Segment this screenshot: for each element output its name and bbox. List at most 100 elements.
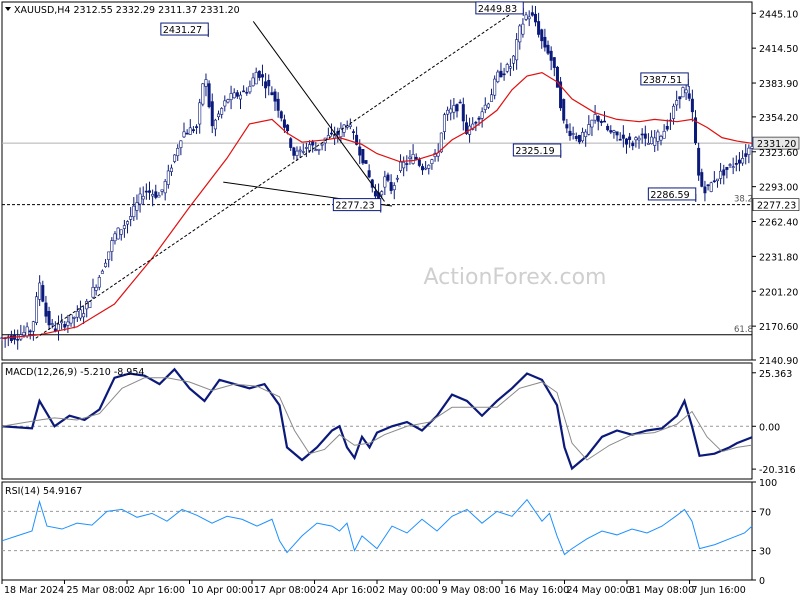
rsi-series-rsi [1, 498, 753, 556]
candle-body [144, 190, 148, 193]
annotation-label: 2325.19 [515, 146, 554, 157]
candle-body [333, 135, 337, 139]
candle-body [245, 91, 249, 94]
candle-body [486, 103, 490, 108]
candle-body [107, 251, 111, 260]
candle-body [298, 149, 302, 152]
candle-body [687, 93, 691, 99]
candle-body [308, 144, 312, 151]
candle-body [417, 159, 421, 166]
candle-body [518, 25, 522, 43]
candle-body [477, 117, 481, 120]
candle-body [116, 227, 120, 240]
candle-body [16, 338, 20, 341]
candle-body [731, 166, 735, 168]
candle-body [383, 176, 387, 188]
candle-body [179, 140, 183, 148]
candle-body [471, 123, 475, 130]
candle-body [213, 119, 217, 130]
candle-body [549, 50, 553, 61]
macd-title: MACD(12,26,9) -5.210 -8.954 [5, 367, 144, 378]
candle-body [173, 154, 177, 162]
candle-body [66, 321, 70, 326]
candle-body [129, 216, 133, 220]
candle-body [248, 86, 252, 93]
rsi-tick-label: 30 [759, 547, 771, 558]
candle-body [750, 146, 754, 149]
candle-body [226, 99, 230, 103]
candle-body [603, 120, 607, 123]
candle-body [725, 166, 729, 170]
candle-body [606, 125, 610, 131]
candle-body [31, 321, 35, 332]
candle-body [628, 136, 632, 141]
candle-body [571, 133, 575, 135]
candle-body [188, 127, 192, 135]
candle-body [386, 174, 390, 181]
candle-body [138, 193, 142, 205]
time-tick-label: 10 Apr 00:00 [192, 585, 254, 596]
candle-body [38, 282, 42, 300]
annotation-box [512, 143, 562, 157]
candle-body [593, 114, 597, 121]
annotation-label: 2286.59 [650, 190, 689, 201]
candle-body [260, 74, 264, 78]
candle-body [72, 317, 76, 319]
candle-body [408, 156, 412, 159]
time-tick-label: 2 May 00:00 [379, 585, 438, 596]
time-tick-label: 24 May 00:00 [567, 585, 632, 596]
candle-body [286, 124, 290, 132]
rsi-tick-label: 70 [759, 507, 771, 518]
macd-tick-label: -20.316 [759, 465, 796, 476]
candle-body [242, 90, 246, 93]
candle-body [50, 323, 54, 325]
watermark: ActionForex.com [424, 265, 607, 290]
candle-body [113, 233, 117, 242]
candle-body [88, 301, 92, 308]
candle-body [411, 154, 415, 164]
candle-body [646, 142, 650, 145]
candle-body [389, 182, 393, 191]
candle-body [28, 330, 32, 333]
candle-body [292, 147, 296, 156]
annotation-label: 2431.27 [163, 25, 202, 36]
candle-body [678, 96, 682, 100]
candle-body [734, 162, 738, 165]
candle-body [741, 158, 745, 164]
candle-body [662, 130, 666, 139]
annotation-box [160, 22, 209, 36]
candle-body [132, 205, 136, 218]
price-tick-label: 2201.20 [759, 287, 798, 298]
candle-body [364, 160, 368, 164]
price-tick-label: 2445.10 [759, 9, 798, 20]
candle-body [223, 100, 227, 107]
candle-body [141, 196, 145, 200]
candle-body [546, 44, 550, 54]
fib-level-label: 61.8 [734, 325, 753, 335]
candle-body [367, 170, 371, 178]
annotation-label: 2277.23 [335, 201, 374, 212]
candle-body [722, 169, 726, 176]
candle-body [414, 156, 418, 160]
candle-body [442, 114, 446, 132]
candle-body [311, 141, 315, 146]
candle-body [747, 147, 751, 155]
candle-body [191, 129, 195, 132]
candle-body [135, 202, 139, 211]
candle-body [279, 111, 283, 119]
candle-body [684, 89, 688, 94]
candle-body [355, 134, 359, 145]
candle-body [483, 104, 487, 110]
candle-body [587, 124, 591, 135]
candle-body [672, 105, 676, 119]
candle-body [700, 172, 704, 187]
candle-body [562, 99, 566, 121]
candle-body [694, 117, 698, 144]
candle-body [461, 104, 465, 122]
candle-body [151, 194, 155, 197]
candle-body [314, 149, 318, 151]
candle-body [590, 119, 594, 128]
candle-body [624, 138, 628, 145]
candle-body [9, 335, 13, 341]
candle-body [25, 326, 29, 337]
